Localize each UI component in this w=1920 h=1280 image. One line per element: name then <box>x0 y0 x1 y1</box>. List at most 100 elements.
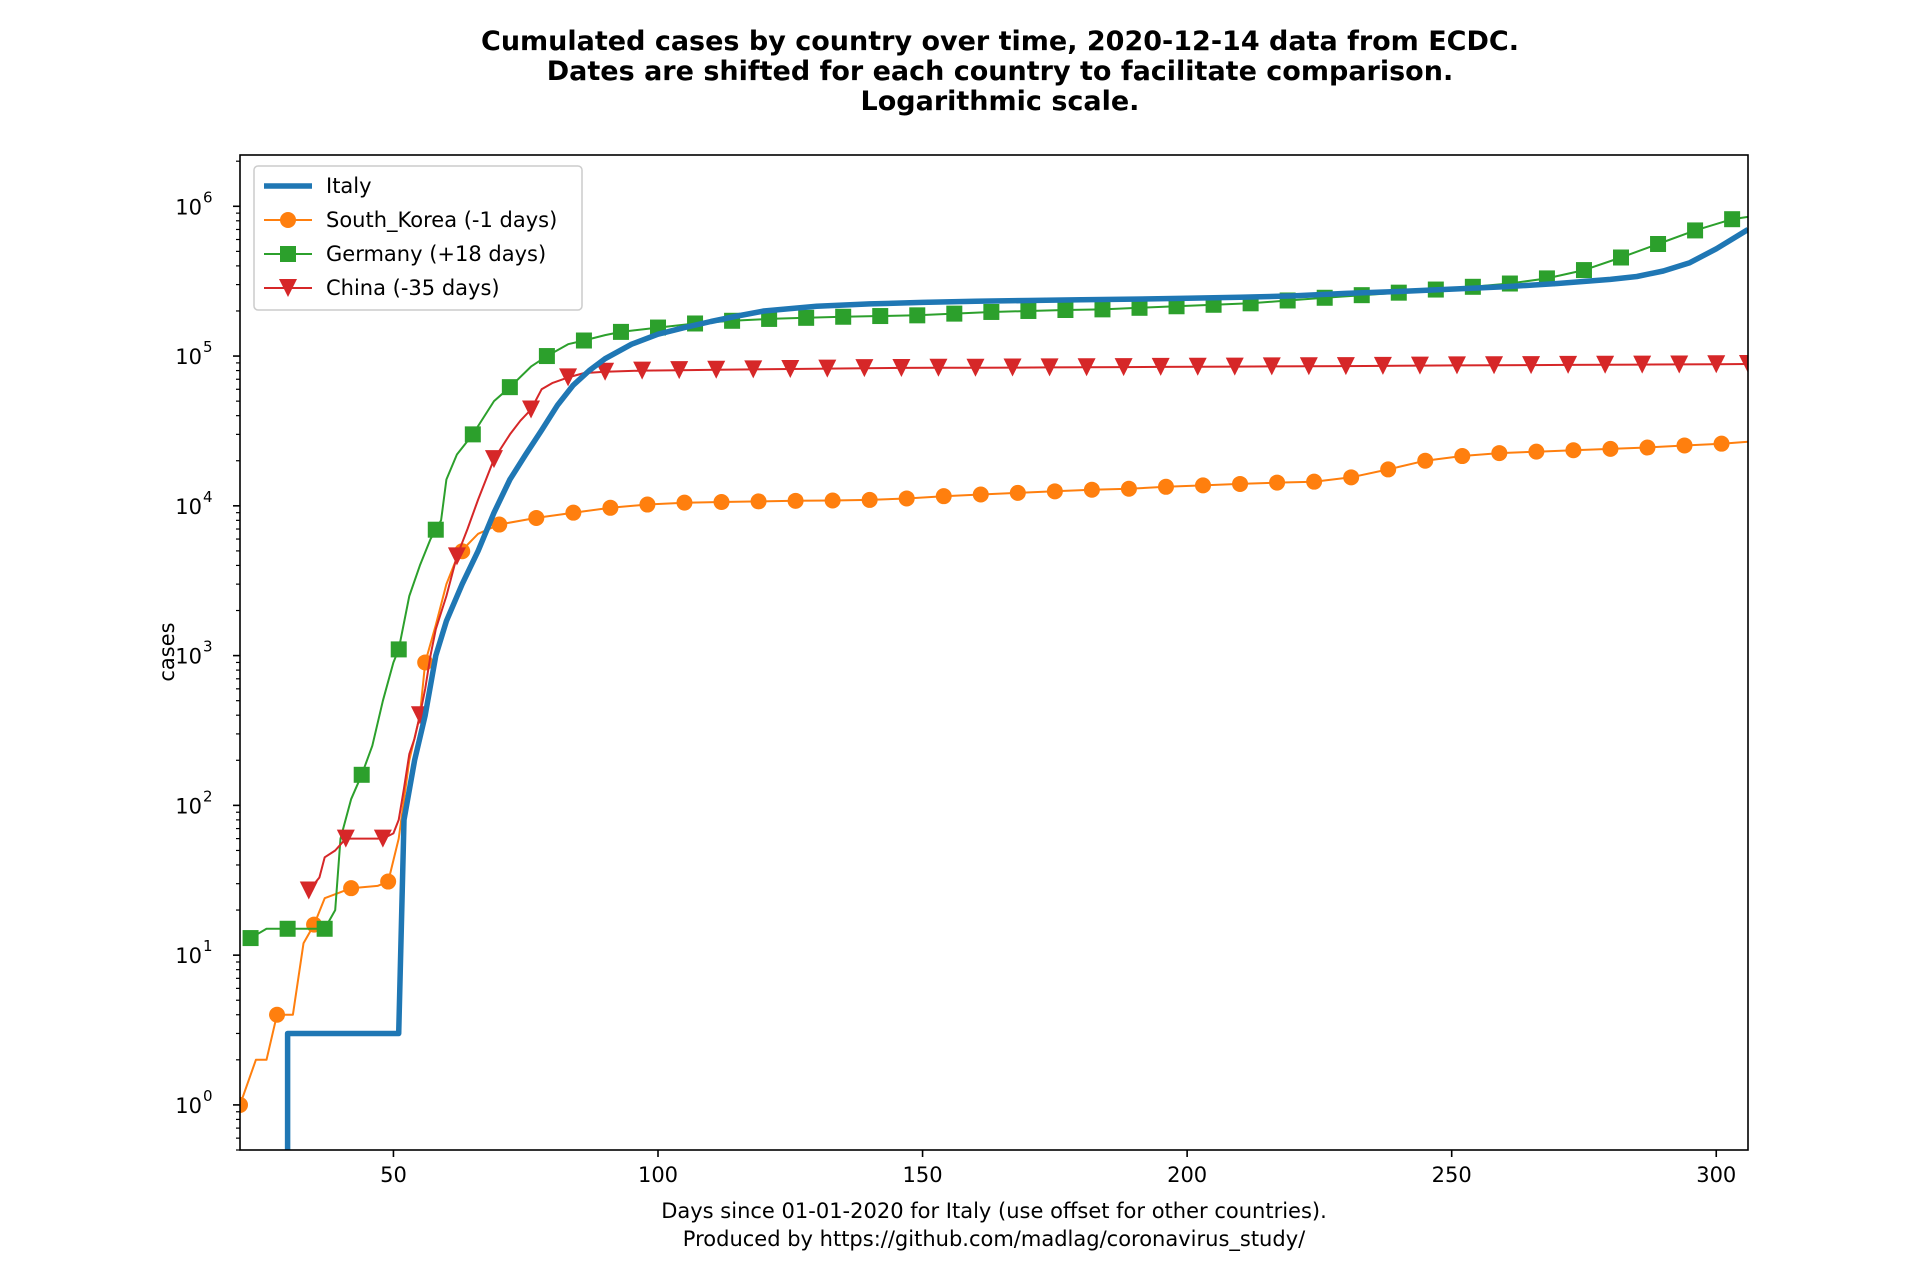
data-point <box>983 303 1000 320</box>
data-point <box>1205 296 1222 313</box>
data-point <box>1269 474 1286 491</box>
data-point <box>575 332 592 349</box>
legend-marker <box>280 246 296 262</box>
data-point <box>1225 357 1244 376</box>
data-point <box>427 521 444 538</box>
legend-label: Italy <box>326 174 372 198</box>
legend-marker <box>280 212 296 228</box>
data-point <box>1410 356 1429 375</box>
x-tick-label: 300 <box>1696 1163 1736 1187</box>
title-line-2: Dates are shifted for each country to fa… <box>547 56 1453 87</box>
y-tick-exponent: 2 <box>203 787 213 805</box>
data-point <box>1094 301 1111 318</box>
data-point <box>1485 356 1504 375</box>
data-point <box>929 358 948 377</box>
data-point <box>787 492 804 509</box>
data-point <box>781 359 800 378</box>
data-point <box>1687 222 1704 239</box>
data-point <box>1676 437 1693 454</box>
series-line <box>240 440 1748 1106</box>
legend-item: South_Korea (-1 days) <box>264 208 557 233</box>
y-tick-label: 10 <box>175 1094 202 1118</box>
title-line-3: Logarithmic scale. <box>861 86 1140 117</box>
y-tick-label: 10 <box>175 495 202 519</box>
y-tick-label: 10 <box>175 645 202 669</box>
data-point <box>1120 480 1137 497</box>
legend-item: Germany (+18 days) <box>264 242 546 266</box>
data-point <box>1306 473 1323 490</box>
x-axis-label-line-1: Days since 01-01-2020 for Italy (use off… <box>661 1199 1327 1223</box>
series-line <box>284 227 1748 1150</box>
data-point <box>522 400 541 419</box>
data-point <box>1559 355 1578 374</box>
data-point <box>1602 440 1619 457</box>
legend-label: Germany (+18 days) <box>326 242 546 266</box>
data-point <box>676 494 693 511</box>
data-point <box>1262 357 1281 376</box>
data-point <box>279 920 296 937</box>
data-point <box>824 492 841 509</box>
x-tick-label: 50 <box>380 1163 407 1187</box>
y-tick-label: 10 <box>175 794 202 818</box>
data-point <box>1077 358 1096 377</box>
x-axis-label: Days since 01-01-2020 for Italy (use off… <box>661 1199 1327 1252</box>
x-tick-label: 200 <box>1167 1163 1207 1187</box>
series-layer <box>240 211 1748 1150</box>
data-point <box>713 494 730 511</box>
data-point <box>1454 448 1471 465</box>
series-4 <box>299 355 1748 900</box>
data-point <box>269 1006 286 1023</box>
data-point <box>1151 357 1170 376</box>
data-point <box>946 305 963 322</box>
data-point <box>1195 477 1212 494</box>
data-point <box>336 829 355 848</box>
data-point <box>1522 356 1541 375</box>
data-point <box>966 358 985 377</box>
data-point <box>1373 356 1392 375</box>
data-point <box>1299 357 1318 376</box>
legend: Italy South_Korea (-1 days) Germany (+18 d… <box>253 165 583 311</box>
data-point <box>242 930 259 947</box>
y-tick-exponent: 6 <box>203 188 213 206</box>
data-point <box>1057 302 1074 319</box>
data-point <box>1003 358 1022 377</box>
data-point <box>528 509 545 526</box>
x-tick-label: 150 <box>903 1163 943 1187</box>
data-point <box>818 359 837 378</box>
data-point <box>343 880 360 897</box>
x-tick-label: 100 <box>638 1163 678 1187</box>
data-point <box>1232 475 1249 492</box>
series-3 <box>242 211 1748 947</box>
data-point <box>1131 299 1148 316</box>
data-point <box>316 920 333 937</box>
data-point <box>761 310 778 327</box>
data-point <box>1596 355 1615 374</box>
data-point <box>390 641 407 658</box>
data-point <box>1447 356 1466 375</box>
data-point <box>750 493 767 510</box>
data-point <box>1670 355 1689 374</box>
data-point <box>1046 483 1063 500</box>
y-tick-exponent: 4 <box>203 488 213 506</box>
data-point <box>559 368 578 387</box>
series-2 <box>240 435 1748 1113</box>
data-point <box>1633 355 1652 374</box>
data-point <box>1713 435 1730 452</box>
data-point <box>612 323 629 340</box>
data-point <box>1724 211 1741 228</box>
legend-item: Italy <box>264 174 372 198</box>
y-tick-exponent: 0 <box>203 1087 213 1105</box>
y-tick-label: 10 <box>175 944 202 968</box>
data-point <box>1565 442 1582 459</box>
y-tick-label: 10 <box>175 345 202 369</box>
data-point <box>1613 249 1630 266</box>
x-tick-label: 250 <box>1432 1163 1472 1187</box>
x-axis-label-line-2: Produced by https://github.com/madlag/co… <box>683 1227 1306 1252</box>
data-point <box>240 1096 248 1113</box>
data-point <box>909 307 926 324</box>
y-tick-label: 10 <box>175 195 202 219</box>
data-point <box>707 360 726 379</box>
data-point <box>373 829 392 848</box>
data-point <box>1417 452 1434 469</box>
